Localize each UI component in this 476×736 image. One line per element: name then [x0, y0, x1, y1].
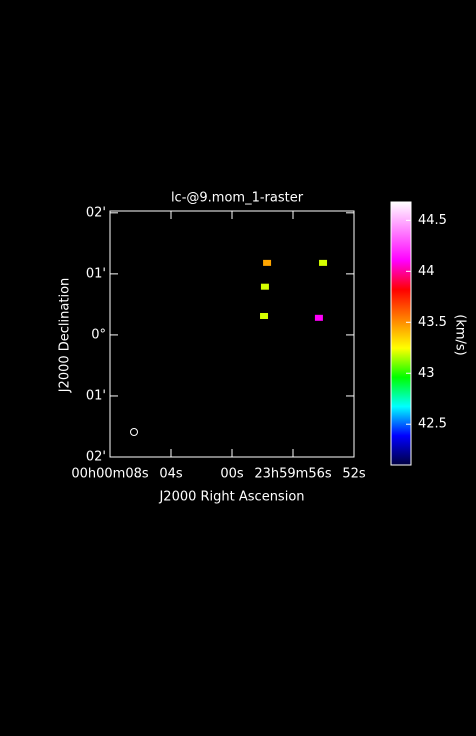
colorbar-tick-label: 43 — [418, 366, 435, 381]
x-tick-label: 23h59m56s — [254, 467, 332, 482]
pixel — [263, 259, 272, 266]
x-axis-label: J2000 Right Ascension — [158, 490, 304, 505]
y-axis-label: J2000 Declination — [58, 278, 73, 394]
x-tick-label: 04s — [159, 467, 183, 482]
colorbar — [390, 201, 412, 466]
y-tick-label: 02' — [86, 205, 106, 220]
y-tick-label: 01' — [86, 266, 106, 281]
chart-title: lc-@9.mom_1-raster — [171, 191, 304, 206]
colorbar-tick-label: 42.5 — [418, 417, 447, 432]
beam — [130, 428, 138, 436]
y-tick-label: 02' — [86, 450, 106, 465]
x-tick-label: 00s — [220, 467, 244, 482]
pixel — [260, 312, 269, 319]
x-tick-label: 00h00m08s — [71, 467, 149, 482]
pixel — [319, 259, 328, 266]
colorbar-tick-label: 43.5 — [418, 315, 447, 330]
colorbar-tick-label: 44.5 — [418, 213, 447, 228]
y-tick-label: 01' — [86, 388, 106, 403]
colorbar-label: (km/s) — [453, 314, 468, 356]
y-tick-label: 0° — [91, 327, 106, 342]
pixel — [314, 314, 323, 321]
pixel — [260, 283, 269, 290]
colorbar-tick-label: 44 — [418, 264, 435, 279]
x-tick-label: 52s — [342, 467, 366, 482]
